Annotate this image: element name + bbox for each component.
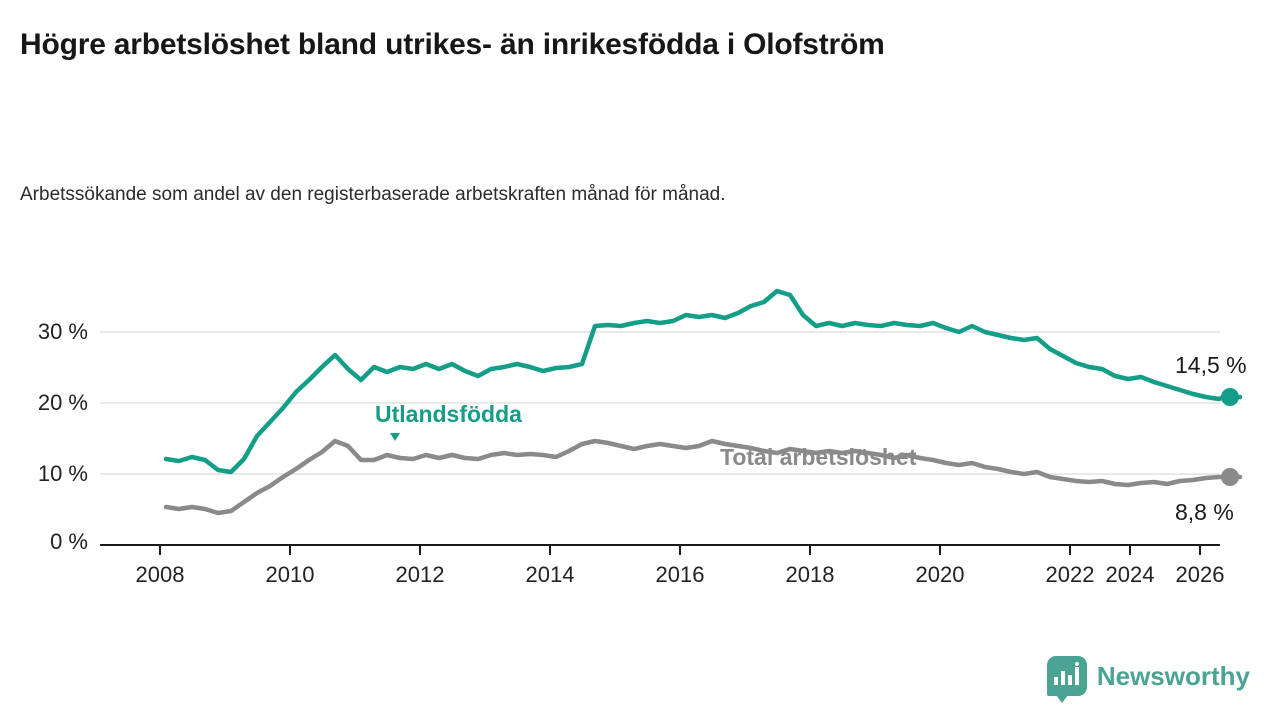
end-dot-total[interactable]: [1221, 468, 1239, 486]
chart-title: Högre arbetslöshet bland utrikes- än inr…: [20, 26, 1170, 64]
utlandsfodda-occlusion-marker: [390, 433, 400, 441]
logo-bar-chart-icon: [1054, 667, 1079, 685]
y-tick-20: 20 %: [38, 390, 88, 415]
x-tick-2024: 2024: [1106, 562, 1155, 587]
x-tick-2020: 2020: [916, 562, 965, 587]
x-tick-2018: 2018: [786, 562, 835, 587]
series-label-total: Total arbetslöshet: [720, 444, 917, 470]
line-total-arbetsloshet[interactable]: [166, 441, 1240, 513]
end-value-label-utlandsfodda: 14,5 %: [1175, 352, 1247, 378]
newsworthy-logo-icon: [1047, 656, 1087, 696]
end-dot-utlandsfodda[interactable]: [1221, 388, 1239, 406]
end-value-label-total: 8,8 %: [1175, 499, 1234, 525]
x-tick-2016: 2016: [656, 562, 705, 587]
brand-name: Newsworthy: [1097, 661, 1250, 692]
logo-exclamation-dot: [1075, 662, 1079, 666]
x-tick-2008: 2008: [136, 562, 185, 587]
x-tick-2014: 2014: [526, 562, 575, 587]
chart-subtitle: Arbetssökande som andel av den registerb…: [20, 182, 1200, 209]
x-tick-2010: 2010: [266, 562, 315, 587]
y-tick-10: 10 %: [38, 461, 88, 486]
x-tick-2026: 2026: [1176, 562, 1225, 587]
chart-page: Högre arbetslöshet bland utrikes- än inr…: [0, 0, 1280, 720]
chart-area: 30 % 20 % 10 % 0 % 2008 2010 2012 2014 2…: [20, 300, 1260, 600]
series-label-utlandsfodda: Utlandsfödda: [375, 401, 522, 427]
x-tick-2012: 2012: [396, 562, 445, 587]
x-tick-2022: 2022: [1046, 562, 1095, 587]
y-tick-30: 30 %: [38, 319, 88, 344]
line-chart-svg[interactable]: 30 % 20 % 10 % 0 % 2008 2010 2012 2014 2…: [20, 300, 1260, 600]
y-tick-0: 0 %: [50, 529, 88, 554]
brand-logo: Newsworthy: [1047, 656, 1250, 696]
